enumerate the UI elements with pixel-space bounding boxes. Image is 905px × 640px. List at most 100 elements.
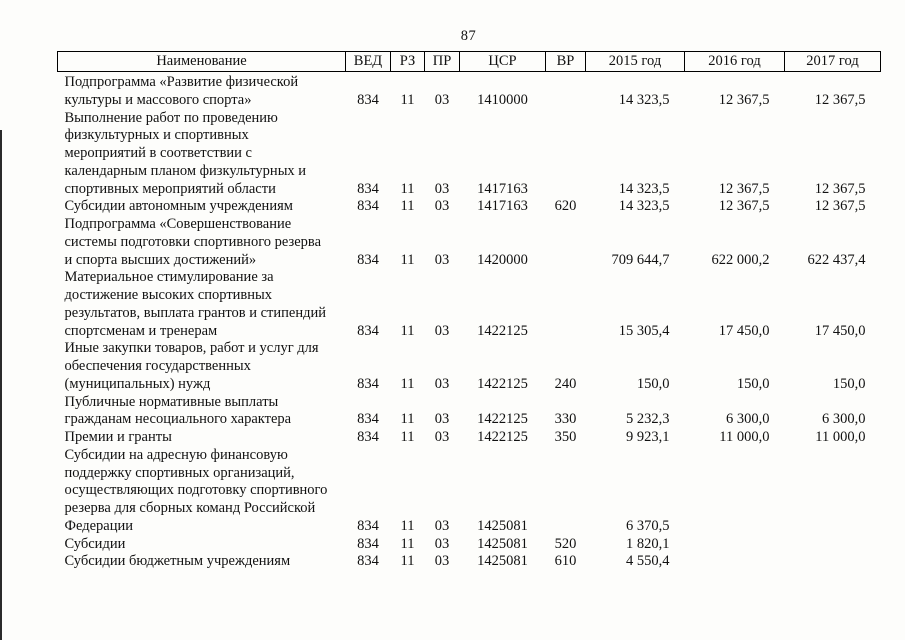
column-header: Наименование bbox=[57, 51, 346, 72]
cell-2016: 11 000,0 bbox=[719, 429, 770, 445]
cell-pr: 03 bbox=[434, 535, 450, 552]
table-row: Публичные нормативные выплаты гражданам … bbox=[58, 394, 881, 430]
cell-2017: 12 367,5 bbox=[814, 91, 866, 108]
table-row: Материальное стимулирование за достижени… bbox=[58, 269, 881, 340]
cell-name: Материальное стимулирование за достижени… bbox=[64, 269, 327, 339]
cell-ved: 834 bbox=[357, 535, 379, 552]
cell-ved: 834 bbox=[357, 91, 379, 108]
cell-vr: 240 bbox=[554, 375, 577, 392]
cell-ved: 834 bbox=[357, 251, 379, 268]
cell-ved: 834 bbox=[357, 375, 379, 392]
cell-2017: 17 450,0 bbox=[814, 322, 866, 339]
column-header: 2015 год bbox=[585, 51, 685, 72]
table-row: Иные закупки товаров, работ и услуг для … bbox=[58, 340, 881, 393]
page-number: 87 bbox=[460, 28, 477, 44]
cell-2017: 12 367,5 bbox=[814, 180, 866, 197]
cell-vr bbox=[546, 216, 586, 269]
cell-name: Премии и гранты bbox=[64, 429, 172, 445]
cell-2016: 12 367,5 bbox=[718, 91, 770, 108]
cell-pr: 03 bbox=[434, 517, 450, 534]
cell-csr: 1422125 bbox=[477, 375, 528, 392]
cell-pr: 03 bbox=[434, 180, 450, 197]
column-header: ВР bbox=[545, 51, 586, 72]
cell-vr: 350 bbox=[554, 429, 577, 445]
cell-rz: 11 bbox=[400, 251, 415, 268]
table-row: Выполнение работ по проведению физкульту… bbox=[58, 110, 881, 199]
cell-2015: 14 323,5 bbox=[618, 198, 670, 215]
column-header: ВЕД bbox=[345, 51, 391, 72]
table-row: Субсидии бюджетным учреждениям 834 11 03 142… bbox=[58, 553, 881, 571]
cell-csr: 1422125 bbox=[477, 322, 528, 339]
column-header: РЗ bbox=[390, 51, 425, 72]
column-header: ЦСР bbox=[459, 51, 546, 72]
table-body: Подпрограмма «Развитие физической культу… bbox=[58, 72, 881, 572]
cell-vr bbox=[546, 72, 586, 110]
cell-csr: 1425081 bbox=[477, 517, 528, 534]
cell-csr: 1417163 bbox=[477, 180, 528, 197]
cell-rz: 11 bbox=[400, 91, 415, 108]
cell-2017: 11 000,0 bbox=[815, 429, 866, 445]
cell-pr: 03 bbox=[434, 322, 450, 339]
cell-rz: 11 bbox=[400, 180, 415, 197]
cell-name: Публичные нормативные выплаты гражданам … bbox=[64, 393, 292, 428]
table-row: Подпрограмма «Развитие физической культу… bbox=[58, 72, 881, 110]
cell-2016: 6 300,0 bbox=[726, 411, 770, 428]
cell-csr: 1422125 bbox=[477, 429, 528, 445]
cell-2015: 5 232,3 bbox=[626, 411, 670, 428]
cell-rz: 11 bbox=[400, 375, 415, 392]
cell-2016 bbox=[685, 536, 785, 554]
cell-2017: 150,0 bbox=[832, 375, 866, 392]
cell-name: Субсидии автономным учреждениям bbox=[64, 198, 293, 215]
cell-ved: 834 bbox=[357, 517, 379, 534]
cell-rz: 11 bbox=[400, 198, 415, 215]
cell-csr: 1410000 bbox=[477, 91, 528, 108]
cell-2015: 709 644,7 bbox=[611, 251, 670, 268]
cell-name: Субсидии бюджетным учреждениям bbox=[64, 553, 291, 570]
cell-2017 bbox=[785, 447, 881, 536]
cell-ved: 834 bbox=[357, 198, 379, 215]
cell-rz: 11 bbox=[400, 553, 415, 570]
cell-2016: 12 367,5 bbox=[718, 180, 770, 197]
table-row: Субсидии на адресную финансовую поддержк… bbox=[58, 447, 881, 536]
column-header: ПР bbox=[424, 51, 460, 72]
cell-ved: 834 bbox=[357, 322, 379, 339]
cell-csr: 1425081 bbox=[477, 535, 528, 552]
cell-vr: 520 bbox=[554, 535, 577, 552]
table-header: Наименование ВЕД РЗ ПР ЦСР ВР 2015 год 2016 год… bbox=[57, 51, 881, 72]
cell-name: Субсидии bbox=[64, 535, 126, 552]
cell-2015: 4 550,4 bbox=[626, 553, 670, 570]
cell-csr: 1422125 bbox=[477, 411, 528, 428]
cell-name: Иные закупки товаров, работ и услуг для … bbox=[64, 340, 319, 392]
cell-name: Подпрограмма «Совершенствование системы … bbox=[64, 216, 322, 268]
cell-pr: 03 bbox=[434, 553, 450, 570]
cell-name: Подпрограмма «Развитие физической культу… bbox=[64, 74, 299, 108]
cell-csr: 1425081 bbox=[477, 553, 528, 570]
cell-2017 bbox=[785, 536, 881, 554]
cell-2015: 15 305,4 bbox=[618, 322, 670, 339]
cell-2017: 6 300,0 bbox=[822, 411, 866, 428]
cell-2016: 17 450,0 bbox=[718, 322, 770, 339]
cell-pr: 03 bbox=[434, 251, 450, 268]
cell-ved: 834 bbox=[357, 180, 379, 197]
cell-ved: 834 bbox=[357, 553, 379, 570]
cell-vr: 610 bbox=[554, 553, 577, 570]
cell-vr bbox=[546, 110, 586, 199]
cell-2015: 1 820,1 bbox=[626, 535, 670, 552]
cell-2016: 12 367,5 bbox=[718, 198, 770, 215]
cell-vr: 330 bbox=[554, 411, 577, 428]
cell-2016 bbox=[685, 553, 785, 571]
cell-2015: 14 323,5 bbox=[618, 180, 670, 197]
cell-ved: 834 bbox=[357, 429, 379, 445]
cell-2016: 150,0 bbox=[736, 375, 770, 392]
cell-2015: 150,0 bbox=[636, 375, 670, 392]
cell-rz: 11 bbox=[400, 535, 415, 552]
cell-rz: 11 bbox=[400, 322, 415, 339]
cell-pr: 03 bbox=[434, 91, 450, 108]
cell-pr: 03 bbox=[434, 375, 450, 392]
cell-2017 bbox=[785, 553, 881, 571]
cell-pr: 03 bbox=[434, 198, 450, 215]
cell-rz: 11 bbox=[400, 517, 415, 534]
table-header-row: Наименование ВЕД РЗ ПР ЦСР ВР 2015 год 2016 год… bbox=[57, 51, 881, 72]
cell-vr bbox=[546, 269, 586, 340]
cell-vr bbox=[546, 447, 586, 536]
